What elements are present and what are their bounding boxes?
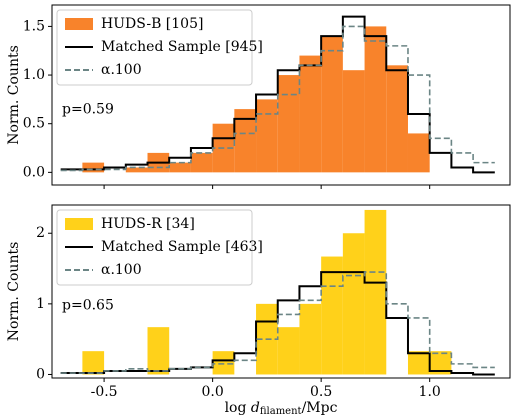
- annotation: p=0.59: [62, 101, 114, 117]
- step-line: [60, 15, 495, 174]
- y-tick-label: 1: [36, 296, 45, 312]
- y-tick-label: 0.0: [23, 164, 45, 180]
- legend-label: Matched Sample [463]: [101, 239, 263, 255]
- y-tick-label: 1.5: [23, 18, 45, 34]
- y-tick-label: 1.0: [23, 67, 45, 83]
- bar: [321, 256, 343, 375]
- plot-frame: [51, 4, 511, 186]
- legend-label: α.100: [101, 262, 142, 278]
- x-tick-label: -0.5: [91, 384, 118, 400]
- legend-label: Matched Sample [945]: [101, 39, 263, 55]
- bar: [147, 327, 170, 375]
- bar: [364, 209, 387, 375]
- bar: [277, 75, 300, 173]
- y-tick-label: 2: [36, 225, 45, 241]
- bar: [212, 351, 235, 375]
- bar: [342, 70, 365, 173]
- bar: [429, 351, 452, 375]
- bar: [169, 162, 191, 173]
- x-axis-label: log dfilament/Mpc: [225, 400, 338, 417]
- x-tick-label: 0.5: [310, 384, 332, 400]
- legend-swatch: [65, 218, 93, 230]
- bar: [82, 162, 105, 173]
- bar: [364, 26, 387, 173]
- legend-label: HUDS-B [105]: [101, 16, 203, 32]
- bar: [234, 109, 257, 173]
- y-axis-label: Norm. Counts: [6, 242, 22, 342]
- bar: [256, 99, 278, 173]
- legend-label: HUDS-R [34]: [101, 216, 195, 232]
- bar: [386, 65, 408, 173]
- x-axis-label-part: filament: [260, 406, 302, 417]
- y-axis-label: Norm. Counts: [6, 45, 22, 145]
- legend-box: [56, 9, 253, 86]
- y-tick-label: 0: [36, 366, 45, 382]
- x-tick-label: 1.0: [419, 384, 441, 400]
- x-axis-label-part: log: [225, 400, 251, 416]
- bar: [407, 133, 430, 173]
- x-tick-label: 0.0: [201, 384, 223, 400]
- x-axis-label-part: /Mpc: [302, 400, 338, 416]
- step-line: [60, 271, 495, 374]
- legend-swatch: [65, 18, 93, 30]
- bar: [407, 351, 430, 375]
- bar: [82, 351, 105, 375]
- step-line: [60, 25, 495, 172]
- bar: [299, 303, 322, 375]
- x-axis-label-part: d: [251, 400, 260, 416]
- bar: [321, 36, 343, 173]
- bar: [342, 233, 365, 375]
- bar: [299, 55, 322, 173]
- bar: [125, 167, 148, 173]
- legend-box: [56, 209, 253, 286]
- bar: [277, 327, 300, 375]
- annotation: p=0.65: [62, 297, 114, 313]
- plot-frame: [51, 204, 511, 379]
- bar: [190, 152, 213, 173]
- y-tick-label: 0.5: [23, 116, 45, 132]
- legend-label: α.100: [101, 62, 142, 78]
